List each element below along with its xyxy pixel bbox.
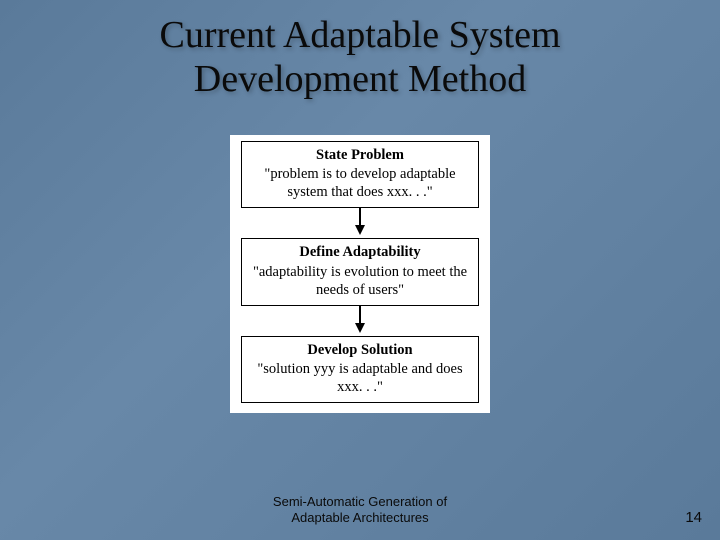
arrow-down-icon <box>355 306 365 336</box>
flowchart-panel: State Problem "problem is to develop ada… <box>230 135 490 413</box>
node-title: Define Adaptability <box>248 243 472 261</box>
arrow-down-icon <box>355 208 365 238</box>
flowchart-node-develop-solution: Develop Solution "solution yyy is adapta… <box>241 336 479 403</box>
node-title: State Problem <box>248 146 472 164</box>
node-desc: "solution yyy is adaptable and does xxx.… <box>248 360 472 396</box>
flowchart-node-define-adaptability: Define Adaptability "adaptability is evo… <box>241 238 479 305</box>
slide-title: Current Adaptable System Development Met… <box>0 14 720 101</box>
node-desc: "problem is to develop adaptable system … <box>248 165 472 201</box>
node-desc: "adaptability is evolution to meet the n… <box>248 263 472 299</box>
page-number: 14 <box>685 509 702 526</box>
title-line-2: Development Method <box>194 58 526 100</box>
footer-line-2: Adaptable Architectures <box>291 510 428 525</box>
flowchart-node-state-problem: State Problem "problem is to develop ada… <box>241 141 479 208</box>
footer-line-1: Semi-Automatic Generation of <box>273 494 447 509</box>
slide-footer: Semi-Automatic Generation of Adaptable A… <box>0 494 720 527</box>
node-title: Develop Solution <box>248 341 472 359</box>
slide: Current Adaptable System Development Met… <box>0 0 720 540</box>
title-line-1: Current Adaptable System <box>159 14 560 56</box>
